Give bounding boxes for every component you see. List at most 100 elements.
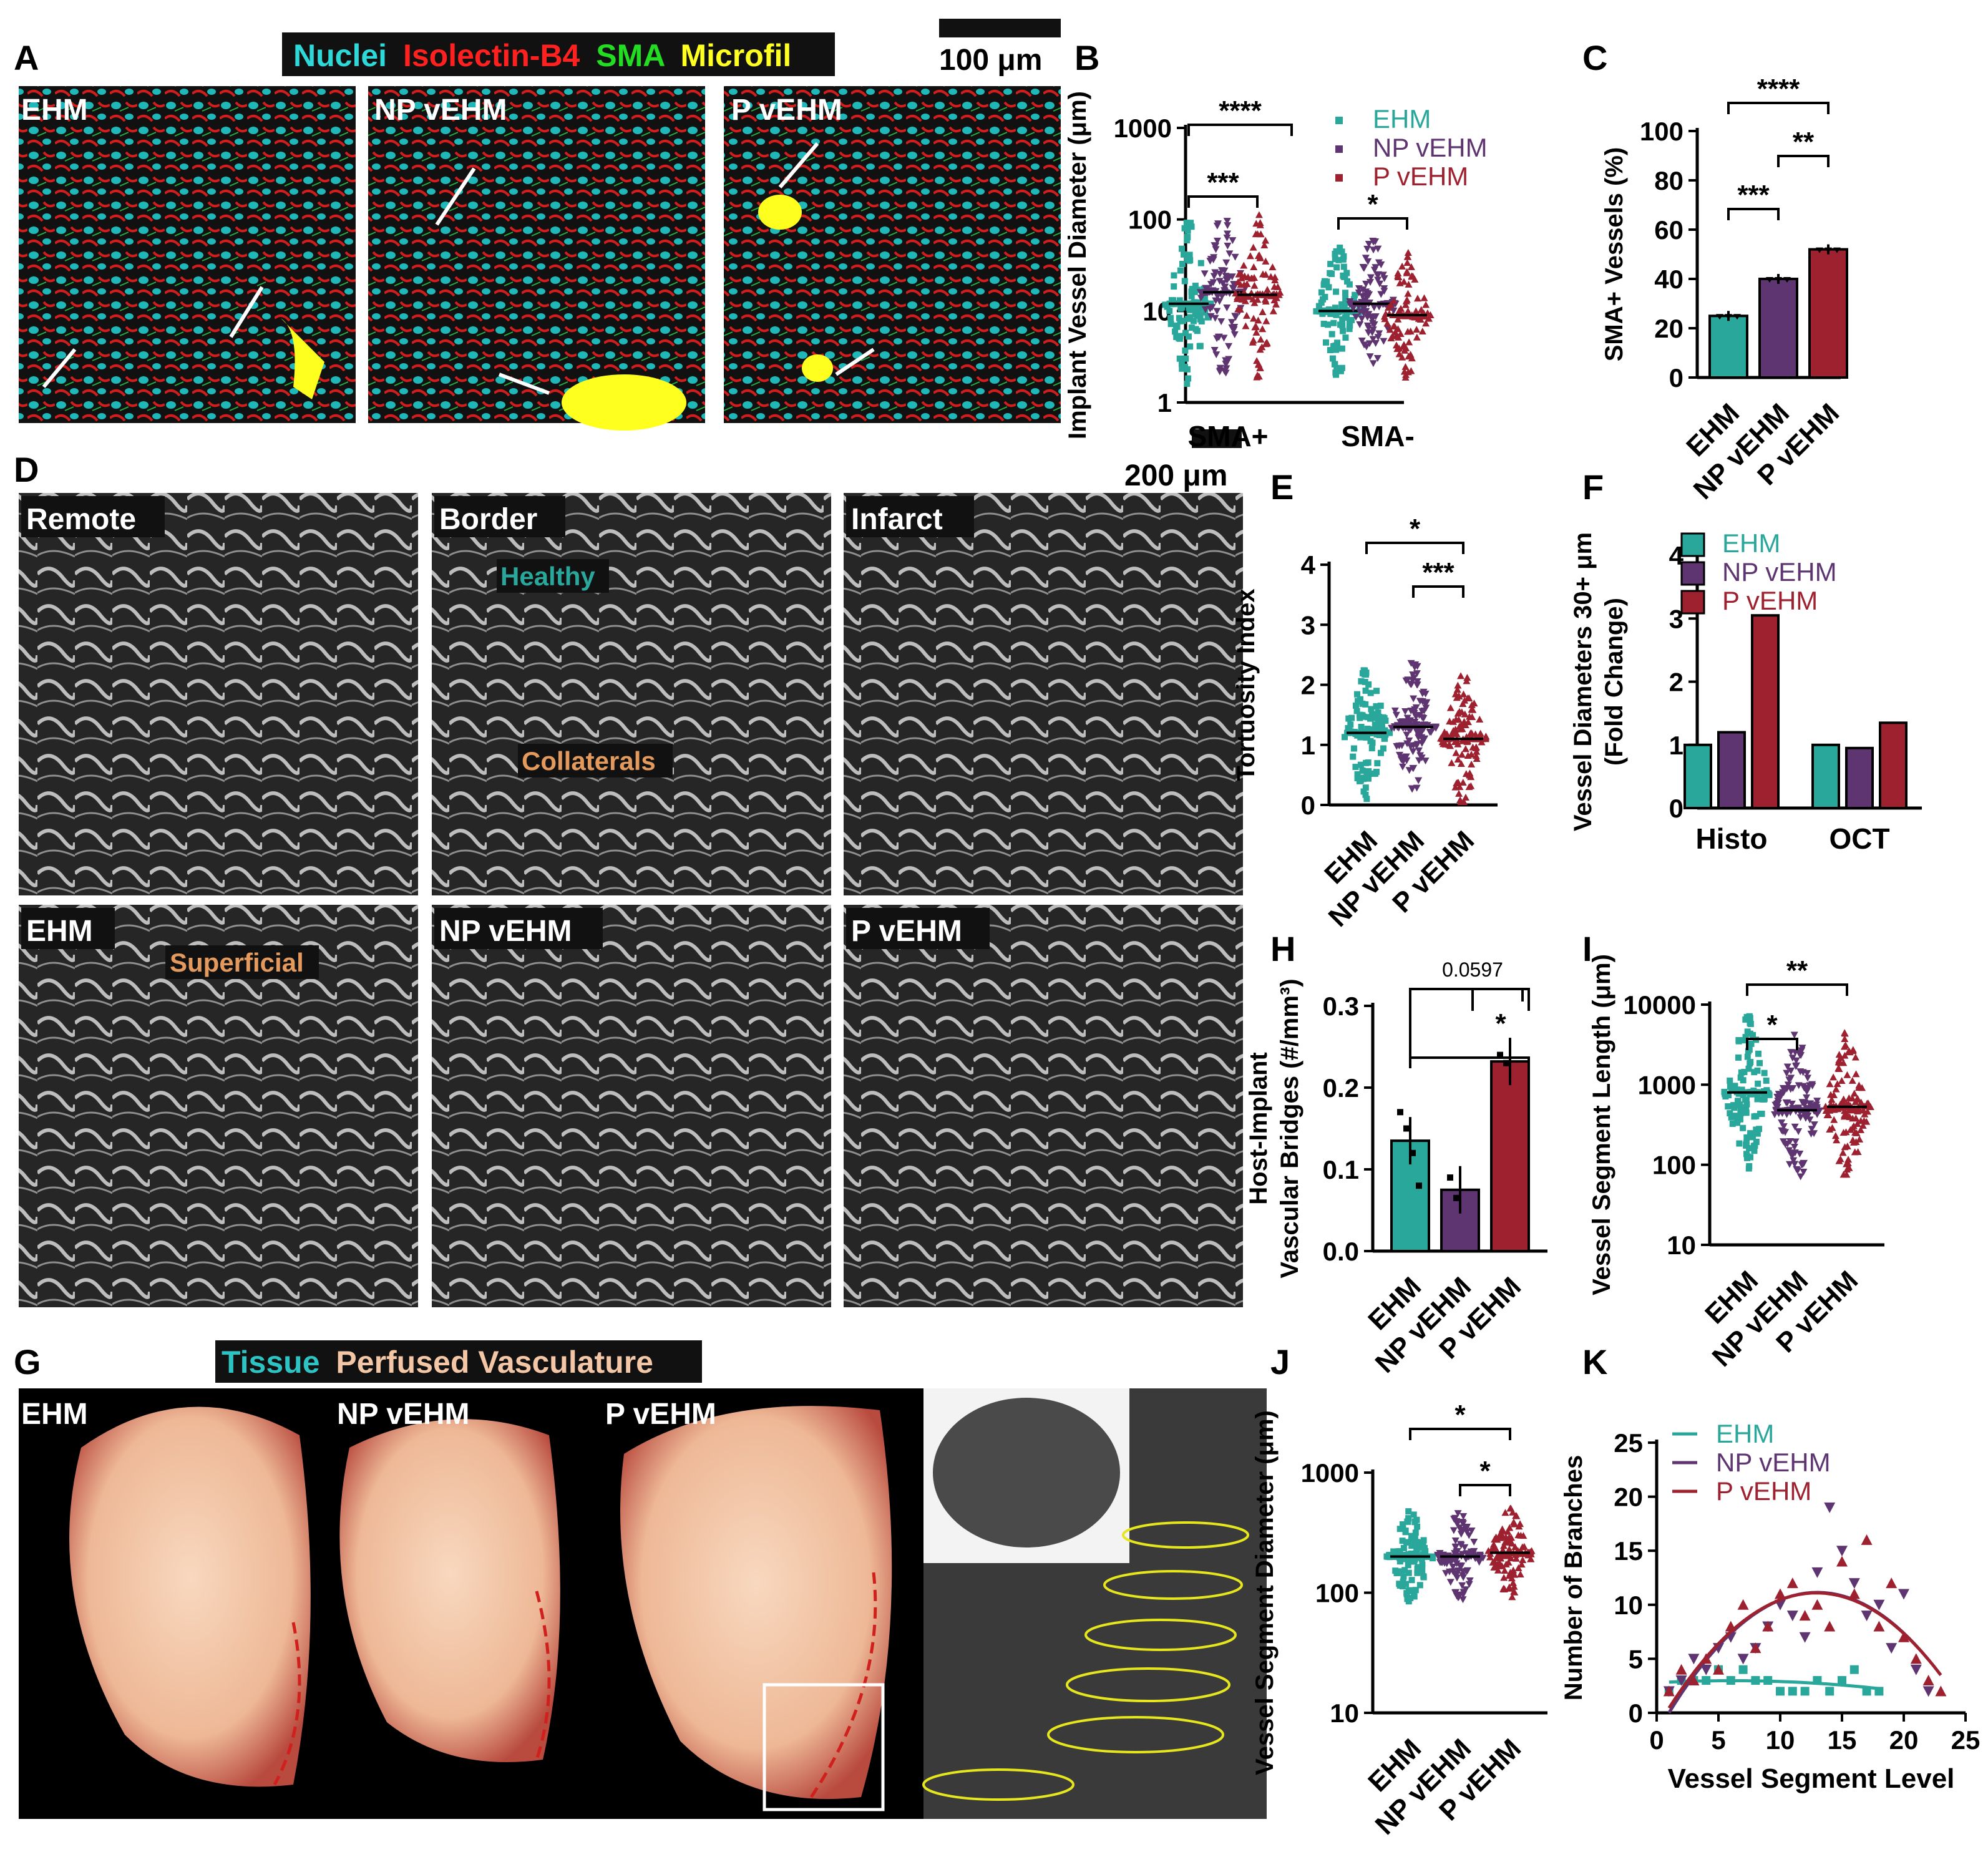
data-point-b (1322, 339, 1329, 346)
data-point-e (1465, 713, 1473, 720)
data-point-k (1898, 1589, 1909, 1600)
data-point-b (1237, 274, 1245, 281)
data-point-b (1398, 262, 1406, 270)
arrows-a (42, 142, 875, 395)
replicate-point-c (1833, 247, 1841, 253)
data-point-j (1459, 1574, 1468, 1581)
data-point-i (1795, 1128, 1803, 1136)
data-point-k (1898, 1631, 1909, 1642)
data-point-i (1830, 1073, 1838, 1081)
data-point-b (1244, 293, 1252, 300)
data-point-j (1518, 1561, 1526, 1568)
data-point-b (1180, 318, 1187, 324)
data-point-b (1224, 222, 1232, 230)
data-point-e (1468, 701, 1476, 708)
data-point-k (1910, 1653, 1922, 1664)
replicate-point-c (1725, 314, 1732, 320)
oct-border (432, 493, 831, 895)
data-point-k (1786, 1611, 1798, 1622)
data-point-b (1182, 355, 1189, 362)
data-point-i (1761, 1070, 1768, 1076)
data-point-b (1250, 299, 1259, 306)
label-g-ehm: EHM (21, 1398, 88, 1431)
x-tick-label-f: OCT (1829, 822, 1889, 855)
data-point-b (1369, 336, 1377, 343)
data-point-i (1790, 1031, 1798, 1039)
data-point-j (1422, 1547, 1429, 1554)
data-point-j (1453, 1574, 1461, 1582)
data-point-b (1228, 319, 1236, 326)
data-point-b (1255, 211, 1263, 218)
data-point-b (1231, 313, 1239, 320)
data-point-j (1456, 1562, 1464, 1569)
annotation-collaterals: Collaterals (522, 746, 656, 776)
bar-f (1811, 743, 1840, 809)
data-point-e (1371, 714, 1378, 721)
data-point-i (1743, 1134, 1750, 1141)
significance-label-b: * (1367, 189, 1378, 220)
data-point-i (1735, 1098, 1742, 1104)
segmentation-contours (922, 1521, 1249, 1801)
data-point-i (1835, 1058, 1843, 1066)
data-point-e (1365, 714, 1372, 721)
data-point-b (1365, 324, 1373, 332)
panel-letter-J: J (1270, 1342, 1290, 1382)
data-point-b (1187, 343, 1194, 350)
data-point-e (1364, 725, 1371, 732)
data-point-e (1357, 761, 1364, 768)
data-point-i (1840, 1043, 1848, 1050)
data-point-e (1473, 748, 1481, 755)
data-point-b (1363, 245, 1372, 253)
data-point-b (1211, 242, 1219, 250)
data-point-e (1381, 727, 1388, 734)
data-point-k (1776, 1687, 1785, 1696)
significance-bracket-e (1365, 542, 1464, 554)
data-point-i (1790, 1157, 1798, 1164)
significance-label-b: **** (1219, 95, 1262, 126)
bar-f (1845, 746, 1874, 809)
data-point-k (1825, 1687, 1835, 1696)
data-point-e (1359, 700, 1366, 707)
bar-c (1708, 314, 1748, 379)
data-point-i (1784, 1081, 1792, 1089)
annotation-superficial: Superficial (170, 948, 304, 977)
y-tick-label-j: 1000 (1301, 1458, 1359, 1488)
data-point-e (1419, 736, 1427, 744)
data-point-e (1450, 727, 1458, 734)
data-point-i (1843, 1071, 1851, 1078)
y-tick-label-h: 0.3 (1323, 992, 1359, 1021)
data-point-e (1465, 694, 1473, 701)
data-point-b (1322, 293, 1328, 300)
data-point-i (1732, 1083, 1738, 1089)
data-point-e (1362, 687, 1369, 694)
data-point-b (1394, 271, 1402, 279)
data-point-i (1835, 1065, 1843, 1072)
data-point-e (1375, 721, 1382, 728)
data-point-b (1169, 297, 1176, 304)
data-point-e (1457, 759, 1465, 767)
data-point-j (1451, 1538, 1459, 1545)
data-point-j (1451, 1570, 1459, 1577)
y-tick-label-h: 0.0 (1323, 1237, 1359, 1266)
data-point-e (1406, 719, 1415, 726)
data-point-e (1386, 729, 1393, 736)
data-point-b (1201, 306, 1209, 313)
data-point-j (1414, 1523, 1421, 1530)
micrograph-p-vehm (724, 86, 1061, 423)
data-point-b (1370, 304, 1378, 311)
data-point-b (1347, 317, 1354, 324)
data-point-e (1365, 681, 1372, 688)
oct-infarct (844, 493, 1243, 895)
data-point-i (1833, 1136, 1841, 1144)
data-point-k (1922, 1675, 1934, 1686)
data-point-b (1401, 363, 1410, 370)
data-point-b (1360, 265, 1368, 272)
data-point-b (1209, 279, 1217, 286)
data-point-j (1502, 1552, 1510, 1559)
data-point-b (1181, 278, 1188, 285)
data-point-b (1400, 278, 1408, 285)
data-point-i (1806, 1100, 1815, 1108)
legend-tissue: Tissue (222, 1345, 320, 1380)
data-point-e (1411, 718, 1419, 726)
replicate-point-h (1397, 1109, 1403, 1116)
